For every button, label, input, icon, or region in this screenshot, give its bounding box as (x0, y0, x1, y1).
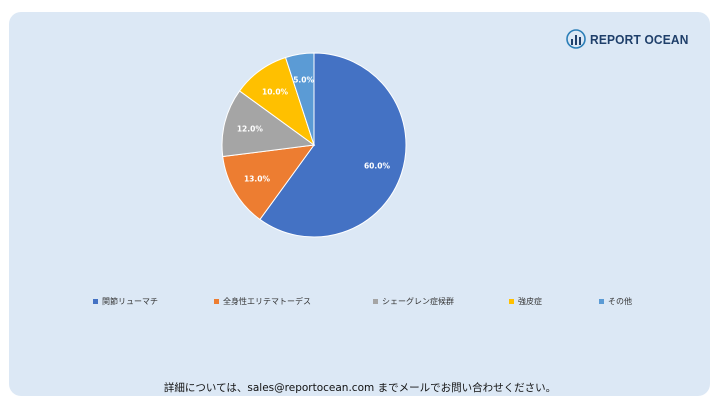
legend-label: その他 (608, 297, 632, 306)
legend-label: 全身性エリテマトーデス (223, 297, 311, 306)
data-label-sjogren: 12.0% (237, 125, 264, 134)
brand-logo: REPORT OCEAN (566, 28, 697, 50)
pie-slice-rheumatoid-arthritis (259, 52, 407, 238)
pie-slice-sjogren (221, 90, 316, 158)
legend-swatch (214, 299, 219, 304)
pie-slice-other (284, 52, 315, 146)
pie-slice-sle (222, 144, 316, 221)
legend-item-other: その他 (599, 296, 632, 307)
data-label-other: 5.0% (293, 76, 314, 85)
legend-item-sjogren: シェーグレン症候群 (373, 296, 454, 307)
legend-item-rheumatoid-arthritis: 関節リューマチ (93, 296, 158, 307)
bar-chart-globe-icon (566, 29, 586, 49)
brand-name: REPORT OCEAN (590, 31, 689, 47)
data-label-rheumatoid-arthritis: 60.0% (364, 161, 391, 170)
contact-footer: 詳細については、sales@reportocean.com までメールでお問い合… (163, 382, 557, 394)
legend-item-sle: 全身性エリテマトーデス (214, 296, 311, 307)
legend-swatch (93, 299, 98, 304)
legend-label: 強皮症 (518, 297, 542, 306)
legend-item-scleroderma: 強皮症 (509, 296, 542, 307)
legend-swatch (373, 299, 378, 304)
chart-legend: 関節リューマチ 全身性エリテマトーデス シェーグレン症候群 強皮症 その他 (0, 296, 720, 312)
data-label-scleroderma: 10.0% (262, 87, 289, 96)
legend-label: 関節リューマチ (102, 297, 158, 306)
legend-swatch (599, 299, 604, 304)
legend-swatch (509, 299, 514, 304)
data-label-sle: 13.0% (244, 175, 271, 184)
legend-label: シェーグレン症候群 (382, 297, 454, 306)
